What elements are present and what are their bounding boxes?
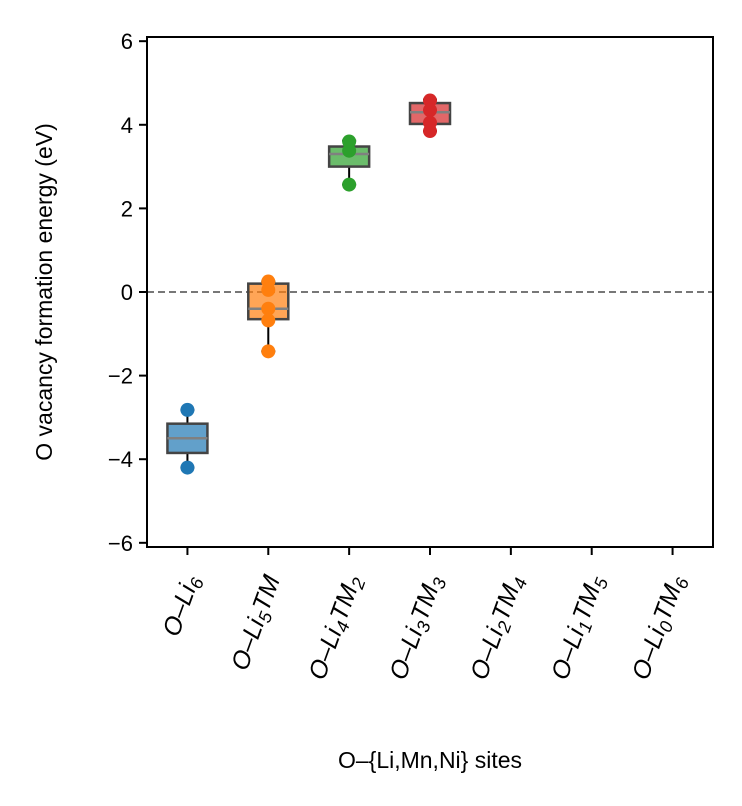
x-tick-label: O–Li2TM4​ [465, 571, 531, 684]
x-axis: O–Li6​ O–Li5TMO–Li4TM2​O–Li3TM3​O–Li2TM4​… [157, 547, 694, 685]
data-point [180, 402, 195, 417]
y-tick-label: −2 [108, 364, 133, 389]
y-axis: −6 −4 −2 0 2 4 6 [108, 29, 147, 556]
y-tick-label: 2 [121, 196, 133, 221]
x-tick-label: O–Li3TM3​ [384, 571, 450, 684]
data-point [423, 124, 437, 139]
data-point [261, 344, 276, 359]
data-point [261, 301, 276, 316]
y-tick-label: −6 [108, 531, 133, 556]
plot-marks [147, 93, 713, 475]
data-point [261, 282, 276, 297]
y-tick-label: 6 [121, 29, 133, 54]
data-point [423, 93, 437, 108]
x-tick-label: O–Li5TM [226, 571, 289, 675]
x-tick-label-text: TM [247, 571, 286, 615]
x-tick-label: O–Li4TM2​ [303, 571, 369, 684]
data-point [261, 313, 276, 328]
x-tick-label: O–Li6​ [157, 571, 208, 642]
data-point [342, 143, 357, 158]
x-tick-label: O–Li0TM6​ [627, 571, 694, 685]
y-tick-label: −4 [108, 447, 133, 472]
y-tick-label: 4 [121, 113, 133, 138]
y-tick-label: 0 [121, 280, 133, 305]
x-tick-label: O–Li1TM5​ [546, 571, 613, 685]
data-point [423, 103, 437, 118]
x-axis-label: O–{Li,Mn,Ni} sites [338, 747, 522, 773]
y-axis-label: O vacancy formation energy (eV) [31, 123, 57, 460]
data-point [180, 460, 195, 475]
data-point [342, 177, 357, 192]
